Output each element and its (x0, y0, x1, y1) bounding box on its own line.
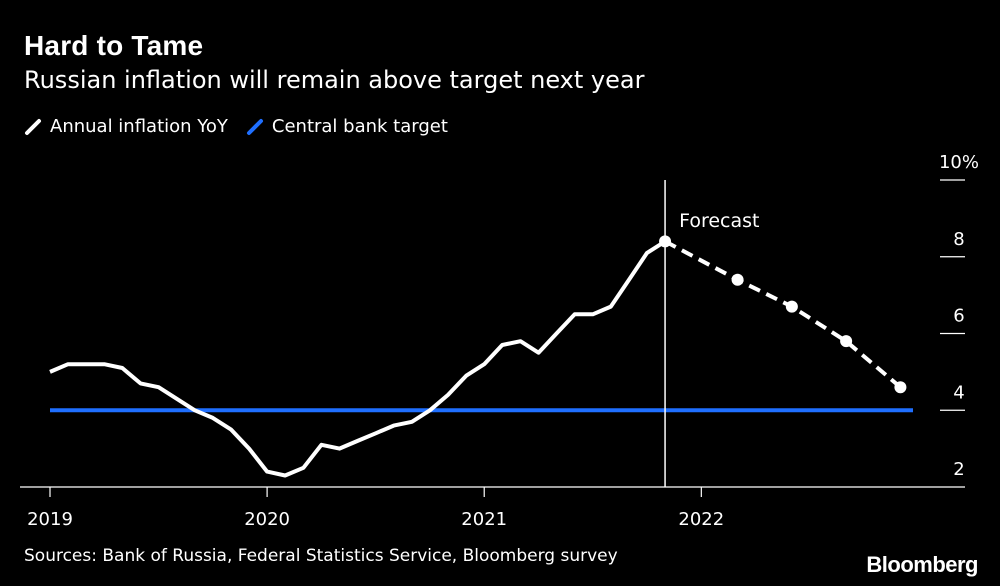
forecast-point (785, 300, 798, 313)
source-note: Sources: Bank of Russia, Federal Statist… (24, 546, 618, 566)
annotation-layer: Forecast (664, 180, 759, 487)
slash-line-icon (246, 118, 263, 135)
y-tick-label: 10% (939, 152, 979, 173)
chart-subtitle: Russian inflation will remain above targ… (24, 66, 645, 94)
series-line-inflation (49, 239, 667, 478)
series-line-forecast (664, 239, 902, 389)
forecast-label: Forecast (679, 210, 759, 232)
x-tick-label: 2022 (678, 509, 724, 530)
x-tick-label: 2020 (244, 509, 290, 530)
series-layer (49, 235, 913, 478)
chart-title: Hard to Tame (24, 30, 204, 61)
legend-label-inflation: Annual inflation YoY (50, 116, 228, 137)
legend-item-target: Central bank target (246, 116, 448, 137)
forecast-point (894, 381, 907, 394)
legend-label-target: Central bank target (271, 116, 448, 137)
x-tick-label: 2019 (27, 509, 73, 530)
y-tick-label: 2 (953, 459, 964, 480)
y-tick-label: 4 (953, 382, 964, 403)
y-tick-label: 8 (953, 229, 964, 250)
slash-line-icon (25, 118, 41, 135)
x-tick-label: 2021 (461, 509, 507, 530)
forecast-point (731, 273, 744, 286)
forecast-point (840, 335, 853, 348)
chart-legend: Annual inflation YoY Central bank target (24, 116, 448, 137)
legend-item-inflation: Annual inflation YoY (24, 116, 228, 137)
bloomberg-logo: Bloomberg (866, 552, 978, 577)
y-axis: 10% 8 6 4 2 (939, 152, 979, 480)
x-axis: 2019 2020 2021 2022 (20, 486, 965, 530)
y-tick-label: 6 (953, 306, 964, 327)
